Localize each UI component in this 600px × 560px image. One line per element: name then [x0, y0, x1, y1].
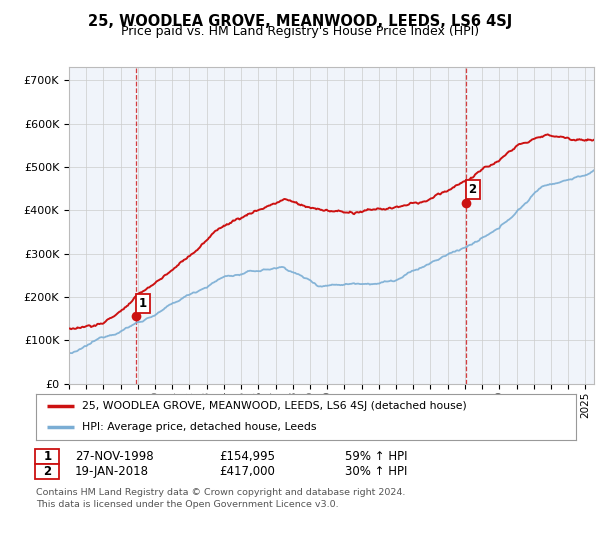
Text: 1: 1	[139, 297, 147, 310]
Text: HPI: Average price, detached house, Leeds: HPI: Average price, detached house, Leed…	[82, 422, 316, 432]
Text: 2: 2	[43, 465, 52, 478]
Text: 19-JAN-2018: 19-JAN-2018	[75, 465, 149, 478]
Text: £417,000: £417,000	[219, 465, 275, 478]
Text: 30% ↑ HPI: 30% ↑ HPI	[345, 465, 407, 478]
Text: £154,995: £154,995	[219, 450, 275, 463]
Text: Price paid vs. HM Land Registry's House Price Index (HPI): Price paid vs. HM Land Registry's House …	[121, 25, 479, 38]
Text: 59% ↑ HPI: 59% ↑ HPI	[345, 450, 407, 463]
Text: 27-NOV-1998: 27-NOV-1998	[75, 450, 154, 463]
Text: 2: 2	[469, 183, 477, 197]
Text: Contains HM Land Registry data © Crown copyright and database right 2024.
This d: Contains HM Land Registry data © Crown c…	[36, 488, 406, 509]
Text: 25, WOODLEA GROVE, MEANWOOD, LEEDS, LS6 4SJ: 25, WOODLEA GROVE, MEANWOOD, LEEDS, LS6 …	[88, 14, 512, 29]
Text: 25, WOODLEA GROVE, MEANWOOD, LEEDS, LS6 4SJ (detached house): 25, WOODLEA GROVE, MEANWOOD, LEEDS, LS6 …	[82, 401, 467, 411]
Text: 1: 1	[43, 450, 52, 463]
